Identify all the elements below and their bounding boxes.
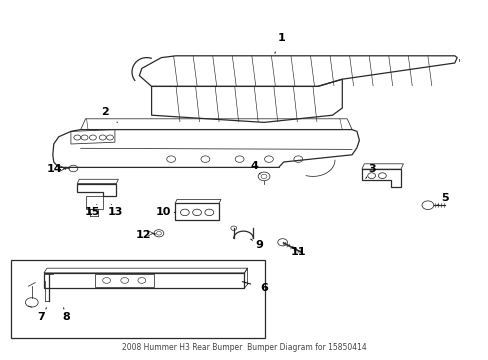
Text: 1: 1 <box>274 33 285 53</box>
Text: 4: 4 <box>250 161 260 174</box>
Text: 12: 12 <box>135 230 155 240</box>
Text: 2: 2 <box>101 107 117 122</box>
Text: 9: 9 <box>250 239 263 250</box>
Text: 15: 15 <box>84 204 100 217</box>
Text: 13: 13 <box>107 204 122 217</box>
Text: 8: 8 <box>62 308 70 322</box>
Text: 2008 Hummer H3 Rear Bumper  Bumper Diagram for 15850414: 2008 Hummer H3 Rear Bumper Bumper Diagra… <box>122 343 366 352</box>
Text: 6: 6 <box>242 282 267 293</box>
Text: 5: 5 <box>437 193 448 205</box>
Bar <box>11 260 264 338</box>
Text: 10: 10 <box>156 207 175 217</box>
Text: 7: 7 <box>38 308 46 322</box>
Text: 3: 3 <box>365 164 375 178</box>
Text: 11: 11 <box>290 247 305 257</box>
Text: 14: 14 <box>47 164 65 174</box>
